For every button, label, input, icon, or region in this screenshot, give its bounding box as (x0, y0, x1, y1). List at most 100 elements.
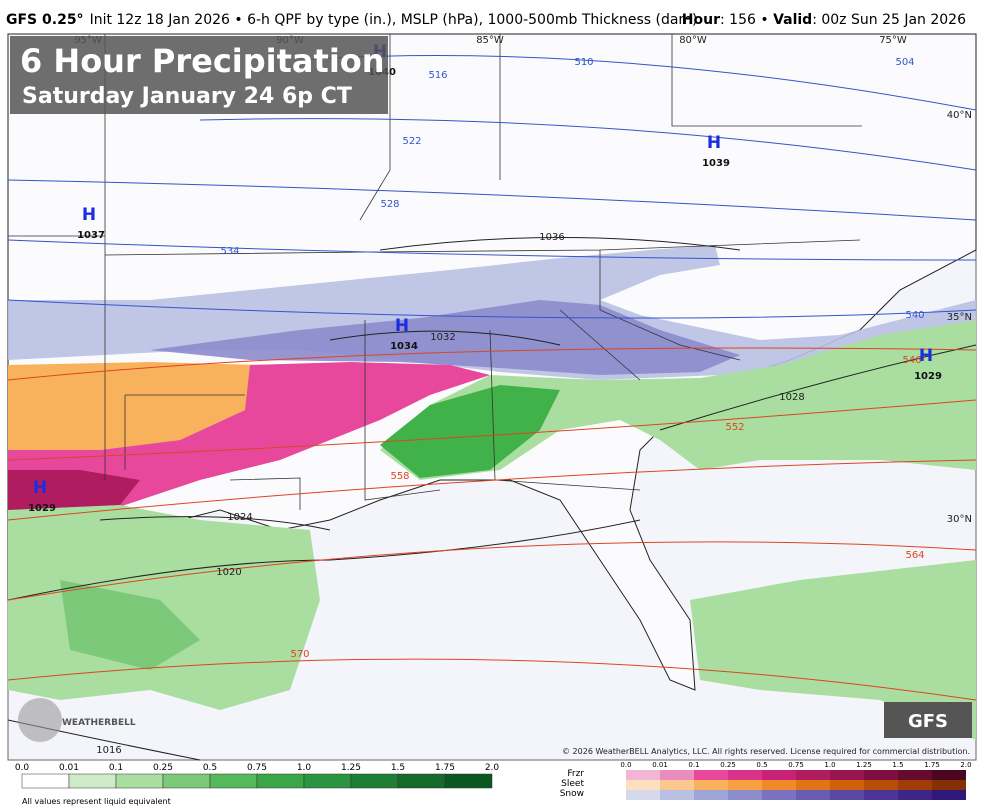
rain-swatch (162, 773, 211, 789)
rain-scale-label: 0.0 (15, 763, 30, 773)
isobar-label: 1032 (430, 332, 455, 343)
isobars (7, 237, 977, 761)
valid-value: : 00z Sun 25 Jan 2026 (812, 12, 966, 28)
freezing-rain-heavy (8, 470, 140, 515)
isobar-label: 1028 (779, 392, 804, 403)
rain-scale-label: 2.0 (485, 763, 500, 773)
legend: All values represent liquid equivalent 0… (15, 761, 972, 806)
type-swatch (796, 770, 830, 780)
pressure-value: 1029 (914, 371, 942, 382)
thickness-label: 540 (905, 310, 924, 321)
thickness-label: 534 (220, 246, 239, 257)
type-swatch (626, 790, 660, 800)
type-swatch (796, 780, 830, 790)
thickness-label: 546 (902, 355, 921, 366)
type-swatch (694, 770, 728, 780)
rain-scale-label: 0.25 (153, 763, 173, 773)
valid-label: Valid (773, 12, 812, 28)
pressure-value: 1029 (28, 503, 56, 514)
thickness-label: 510 (574, 57, 593, 68)
type-scale-label: 0.75 (788, 761, 804, 769)
type-swatch (728, 790, 762, 800)
pressure-value: 1037 (77, 230, 105, 241)
type-scale-label: 1.5 (892, 761, 903, 769)
isobar-label: 1036 (539, 232, 564, 243)
badge-box (884, 702, 972, 738)
copyright: © 2026 WeatherBELL Analytics, LLC. All r… (562, 747, 970, 756)
rain-swatch (397, 773, 446, 789)
sleet (8, 362, 260, 450)
thickness-label: 558 (390, 471, 409, 482)
type-swatch (830, 770, 864, 780)
logo: WEATHERBELL (62, 718, 136, 728)
map: 95°W90°W85°W80°W75°W40°N35°N30°N25°NH104… (7, 33, 977, 761)
type-swatch (796, 790, 830, 800)
rain-swatch (303, 773, 352, 789)
type-scale-label: 0.25 (720, 761, 736, 769)
rain-scale-label: 1.5 (391, 763, 405, 773)
model: GFS 0.25° (6, 12, 84, 28)
pressure-letter: H (395, 316, 409, 336)
type-swatch (932, 790, 966, 800)
logo-globe (18, 698, 62, 742)
rain-swatch (68, 773, 117, 789)
type-swatch (864, 770, 898, 780)
type-scale-label: 0.0 (620, 761, 631, 769)
precip-type-label: Snow (560, 789, 584, 799)
rain-swatch (115, 773, 164, 789)
type-swatch (626, 780, 660, 790)
type-swatch (762, 780, 796, 790)
type-scale-label: 1.75 (924, 761, 940, 769)
type-swatch (830, 790, 864, 800)
latitude-label: 30°N (947, 514, 972, 525)
isobar-label: 1020 (216, 567, 241, 578)
rain-swatch (209, 773, 258, 789)
thickness-lines (7, 55, 977, 701)
type-swatch (898, 770, 932, 780)
type-swatch (728, 770, 762, 780)
type-scale-label: 1.0 (824, 761, 835, 769)
type-swatch (932, 770, 966, 780)
thickness-label: 522 (402, 136, 421, 147)
rain-scale-label: 0.01 (59, 763, 79, 773)
pressure-letter: H (33, 478, 47, 498)
rain-light (380, 320, 976, 480)
type-swatch (660, 790, 694, 800)
type-swatch (864, 780, 898, 790)
thickness-label: 516 (428, 70, 447, 81)
type-swatch (762, 770, 796, 780)
type-swatch (932, 780, 966, 790)
type-swatch (830, 780, 864, 790)
latitude-label: 40°N (947, 110, 972, 121)
header-left: GFS 0.25° Init 12z 18 Jan 2026 • 6-h QPF … (6, 12, 698, 28)
rain-scale-label: 1.25 (341, 763, 361, 773)
type-scale-label: 0.01 (652, 761, 668, 769)
rain-gulf-moderate (60, 580, 200, 670)
snow-moderate (150, 300, 740, 375)
pressure-letter: H (707, 133, 721, 153)
header-right: Hour: 156 • Valid: 00z Sun 25 Jan 2026 (682, 12, 966, 28)
thickness-label: 570 (290, 649, 309, 660)
longitude-label: 85°W (476, 35, 504, 46)
type-swatch (660, 770, 694, 780)
description: Init 12z 18 Jan 2026 • 6-h QPF by type (… (90, 12, 698, 28)
thickness-label: 564 (905, 550, 924, 561)
type-swatch (660, 780, 694, 790)
isobar-label: 1024 (227, 512, 252, 523)
type-scale-label: 0.5 (756, 761, 767, 769)
type-scale-label: 1.25 (856, 761, 872, 769)
rain-swatch (444, 773, 493, 789)
rain-scale-label: 0.75 (247, 763, 267, 773)
pressure-value: 1039 (702, 158, 730, 169)
type-swatch (694, 780, 728, 790)
pressure-letter: H (82, 205, 96, 225)
longitude-label: 75°W (879, 35, 907, 46)
thickness-label: 528 (380, 199, 399, 210)
isobar-label: 1016 (96, 745, 121, 756)
overlay-subtitle: Saturday January 24 6p CT (22, 84, 352, 109)
thickness-label: 504 (895, 57, 914, 68)
precip-type-label: Frzr (567, 769, 584, 779)
overlay-box (10, 36, 388, 114)
hour-label: Hour (682, 12, 720, 28)
